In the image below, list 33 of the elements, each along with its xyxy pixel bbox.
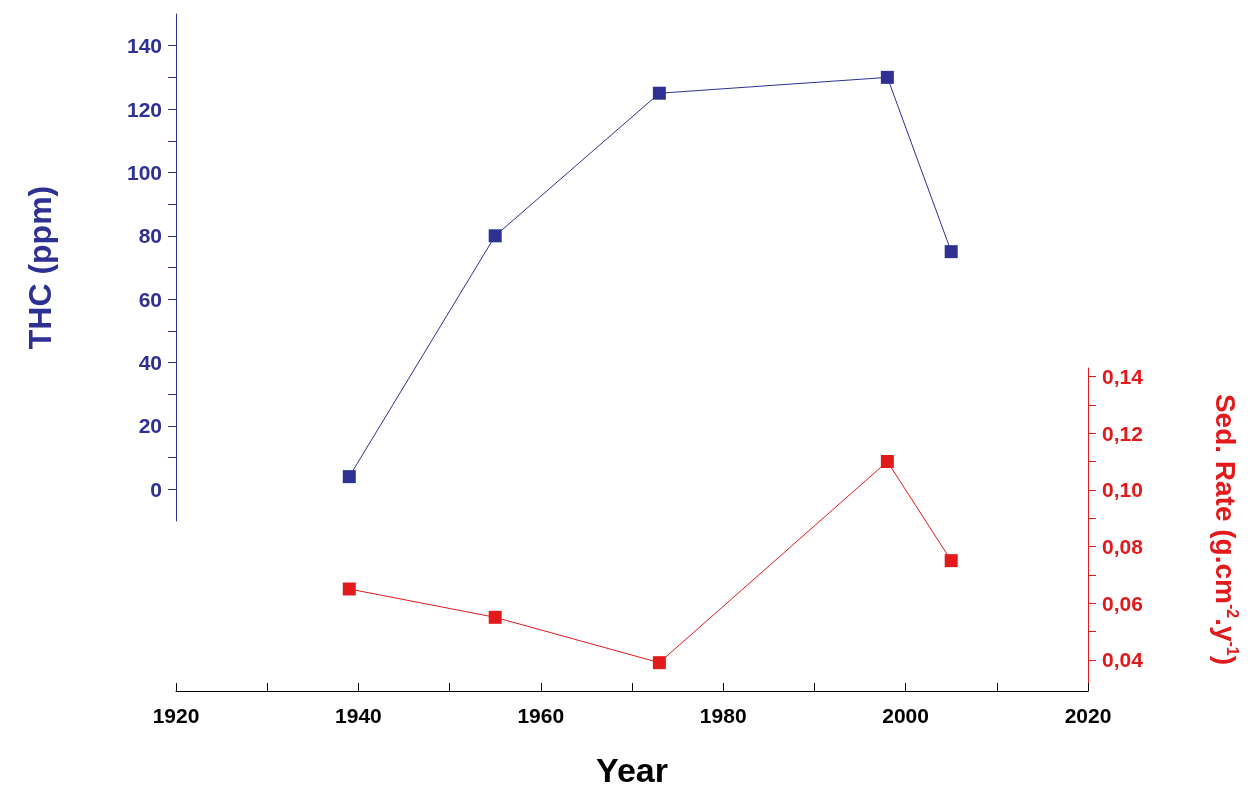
y-tick-label: 100 <box>126 160 162 184</box>
point <box>880 70 894 84</box>
y-axis-title: Sed. Rate (g.cm-2.y-1) <box>1209 393 1241 666</box>
point <box>488 229 502 243</box>
y-tick-label: 0,12 <box>1102 421 1143 445</box>
y-tick-label: 140 <box>126 34 162 58</box>
x-tick-label: 2020 <box>1064 704 1112 727</box>
y-tick-label: 0,08 <box>1102 535 1144 558</box>
y-tick-label: 60 <box>138 287 162 311</box>
x-tick-label: 1980 <box>699 704 747 727</box>
y-tick-label: 0,04 <box>1102 648 1144 672</box>
point <box>488 610 502 624</box>
y-tick-label: 40 <box>138 351 162 375</box>
x-tick-label: 1960 <box>517 704 565 727</box>
y-tick-label: 0,10 <box>1102 478 1143 502</box>
point <box>652 86 666 100</box>
x-tick-label: 1940 <box>335 704 382 727</box>
x-axis-title: Year <box>596 751 668 789</box>
y-tick-label: 120 <box>126 97 162 121</box>
y-axis-title: THC (ppm) <box>22 185 58 350</box>
y-tick-label: 20 <box>138 414 162 438</box>
x-tick-label: 1920 <box>152 704 200 727</box>
x-tick-label: 2000 <box>882 704 929 727</box>
point <box>652 656 666 670</box>
point <box>880 455 894 468</box>
y-tick-label: 80 <box>138 224 162 248</box>
point <box>342 582 356 596</box>
point <box>944 554 958 568</box>
point <box>342 470 356 484</box>
point <box>944 245 958 259</box>
y-tick-label: 0,14 <box>1102 365 1144 388</box>
y-tick-label: 0 <box>150 477 162 501</box>
y-tick-label: 0,06 <box>1102 591 1143 615</box>
